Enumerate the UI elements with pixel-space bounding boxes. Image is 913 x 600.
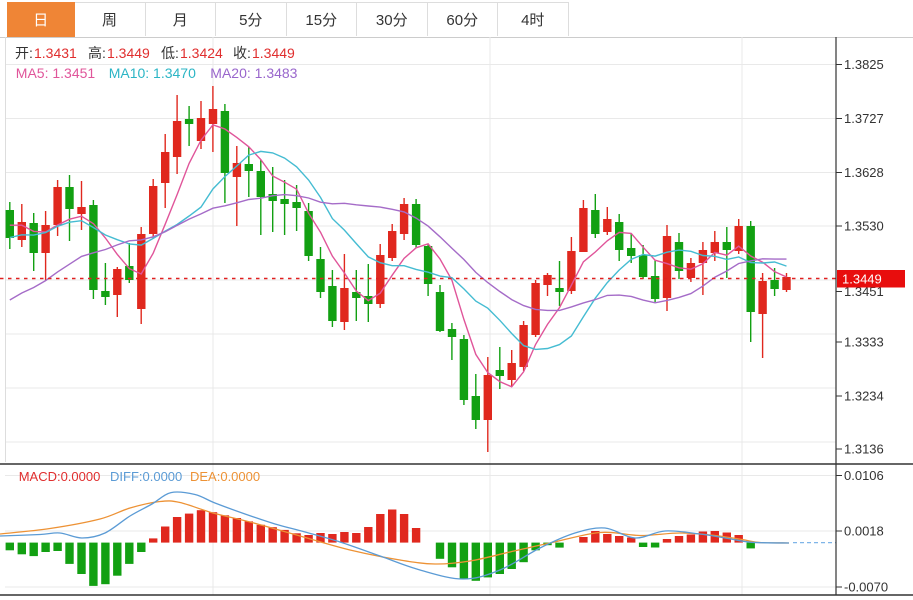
svg-text:1.3431: 1.3431: [34, 45, 77, 61]
svg-text:低:: 低:: [161, 45, 179, 61]
svg-text:MA10: 1.3470: MA10: 1.3470: [109, 65, 196, 81]
svg-text:1.3449: 1.3449: [252, 45, 295, 61]
svg-text:1.3628: 1.3628: [844, 165, 884, 180]
svg-text:高:: 高:: [88, 45, 106, 61]
svg-text:DEA:0.0000: DEA:0.0000: [190, 469, 260, 484]
svg-text:1.3449: 1.3449: [107, 45, 150, 61]
svg-text:MA5: 1.3451: MA5: 1.3451: [16, 65, 96, 81]
svg-text:DIFF:0.0000: DIFF:0.0000: [110, 469, 182, 484]
svg-text:MA20: 1.3483: MA20: 1.3483: [210, 65, 297, 81]
svg-text:收:: 收:: [233, 45, 251, 61]
svg-text:0.0106: 0.0106: [844, 468, 884, 483]
svg-text:0.0018: 0.0018: [844, 524, 884, 539]
svg-text:1.3825: 1.3825: [844, 57, 884, 72]
svg-text:1.3234: 1.3234: [844, 389, 884, 404]
svg-text:MACD:0.0000: MACD:0.0000: [19, 469, 101, 484]
svg-text:-0.0070: -0.0070: [844, 580, 888, 595]
svg-text:1.3530: 1.3530: [844, 219, 884, 234]
svg-text:1.3449: 1.3449: [842, 272, 882, 287]
svg-text:1.3136: 1.3136: [844, 442, 884, 457]
svg-text:1.3424: 1.3424: [180, 45, 223, 61]
svg-text:1.3727: 1.3727: [844, 111, 884, 126]
svg-text:1.3451: 1.3451: [844, 284, 884, 299]
svg-text:开:: 开:: [15, 45, 33, 61]
svg-text:1.3333: 1.3333: [844, 335, 884, 350]
